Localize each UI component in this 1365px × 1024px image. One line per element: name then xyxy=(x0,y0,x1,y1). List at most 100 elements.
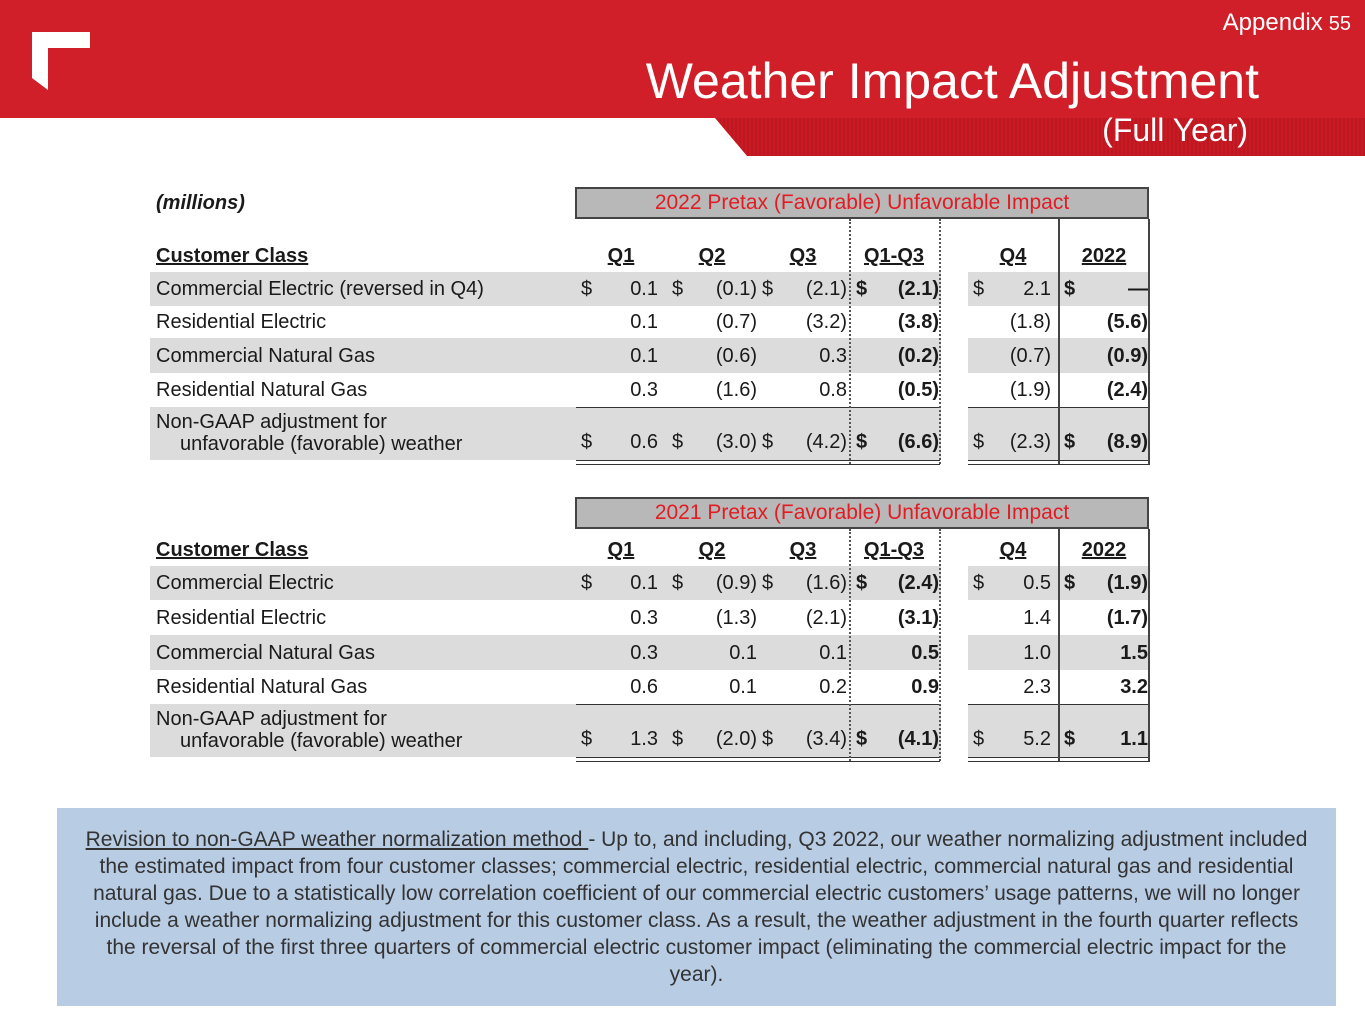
table-cell: 0.1 xyxy=(630,572,658,594)
row-shade xyxy=(150,338,1150,373)
table-cell: (0.7) xyxy=(715,311,757,333)
revision-note-text: Revision to non-GAAP weather normalizati… xyxy=(85,826,1308,988)
column-header: 2022 xyxy=(1081,245,1127,267)
total-double-rule xyxy=(576,460,940,465)
row-gap xyxy=(941,566,968,600)
row-label: Commercial Natural Gas xyxy=(156,642,375,664)
table-cell: 0.6 xyxy=(630,676,658,698)
year-left-divider xyxy=(1058,219,1060,464)
column-header: Q4 xyxy=(999,245,1027,267)
table-cell: 0.5 xyxy=(1023,572,1051,594)
column-header: Q3 xyxy=(789,539,817,561)
currency-sign: $ xyxy=(1064,278,1076,300)
currency-sign: $ xyxy=(762,278,774,300)
header-accent-strip xyxy=(715,118,1365,156)
table-cell: (0.6) xyxy=(715,345,757,367)
total-cell: 0.6 xyxy=(630,431,658,453)
table-cell: 0.3 xyxy=(630,379,658,401)
column-header: Q2 xyxy=(698,539,726,561)
table-cell: (0.9) xyxy=(1106,345,1148,367)
table-cell: (1.8) xyxy=(1009,311,1051,333)
row-shade xyxy=(150,566,1150,600)
total-cell: (3.4) xyxy=(805,728,847,750)
table-cell: (2.1) xyxy=(897,278,939,300)
q1q3-right-divider xyxy=(939,529,941,761)
table-cell: 0.1 xyxy=(729,642,757,664)
total-cell: 1.1 xyxy=(1120,728,1148,750)
table-cell: 2.1 xyxy=(1023,278,1051,300)
table-cell: 1.5 xyxy=(1120,642,1148,664)
table-cell: 0.1 xyxy=(729,676,757,698)
table-cell: (1.6) xyxy=(715,379,757,401)
column-header: Q1-Q3 xyxy=(863,245,925,267)
table-cell: (1.7) xyxy=(1106,607,1148,629)
q1q3-left-divider xyxy=(849,219,851,464)
total-label-line1: Non-GAAP adjustment for xyxy=(156,708,387,730)
table-cell: — xyxy=(1128,278,1148,300)
page-title: Weather Impact Adjustment xyxy=(645,53,1259,109)
table-cell: (5.6) xyxy=(1106,311,1148,333)
table-cell: 2.3 xyxy=(1023,676,1051,698)
table-cell: (0.1) xyxy=(715,278,757,300)
units-label: (millions) xyxy=(156,192,245,214)
table-cell: 0.9 xyxy=(911,676,939,698)
row-label: Commercial Electric (reversed in Q4) xyxy=(156,278,484,300)
table-cell: (1.9) xyxy=(1106,572,1148,594)
year-right-divider xyxy=(1148,529,1150,761)
table-cell: 0.3 xyxy=(630,642,658,664)
column-header: Q1-Q3 xyxy=(863,539,925,561)
page-number: 55 xyxy=(1328,13,1351,35)
total-shade xyxy=(150,704,1150,757)
q1q3-left-divider xyxy=(849,529,851,761)
currency-sign: $ xyxy=(762,431,774,453)
table-cell: (2.4) xyxy=(1106,379,1148,401)
currency-sign: $ xyxy=(856,572,868,594)
table-cell: 0.5 xyxy=(911,642,939,664)
table-cell: 0.2 xyxy=(819,676,847,698)
table-cell: (0.9) xyxy=(715,572,757,594)
currency-sign: $ xyxy=(581,572,593,594)
column-header: Q3 xyxy=(789,245,817,267)
year-right-divider xyxy=(1148,219,1150,464)
column-header: 2022 xyxy=(1081,539,1127,561)
total-cell: (4.2) xyxy=(805,431,847,453)
table-cell: (0.2) xyxy=(897,345,939,367)
total-cell: (2.3) xyxy=(1009,431,1051,453)
table-cell: 0.1 xyxy=(819,642,847,664)
table-heading: 2021 Pretax (Favorable) Unfavorable Impa… xyxy=(575,497,1149,529)
row-gap xyxy=(941,272,968,306)
total-cell: (6.6) xyxy=(897,431,939,453)
column-header: Q1 xyxy=(607,539,635,561)
row-label: Residential Electric xyxy=(156,607,327,629)
table-cell: 3.2 xyxy=(1120,676,1148,698)
table-cell: (3.2) xyxy=(805,311,847,333)
total-top-rule xyxy=(576,407,940,408)
currency-sign: $ xyxy=(581,728,593,750)
column-header: Q1 xyxy=(607,245,635,267)
appendix-label: Appendix 55 xyxy=(1223,9,1351,37)
table-cell: 1.4 xyxy=(1023,607,1051,629)
revision-note-link[interactable]: Revision to non-GAAP weather normalizati… xyxy=(85,828,589,851)
total-gap xyxy=(941,704,968,757)
currency-sign: $ xyxy=(973,572,985,594)
total-cell: (3.0) xyxy=(715,431,757,453)
currency-sign: $ xyxy=(973,278,985,300)
table-cell: (0.7) xyxy=(1009,345,1051,367)
row-label: Commercial Natural Gas xyxy=(156,345,375,367)
currency-sign: $ xyxy=(581,431,593,453)
table-cell: (0.5) xyxy=(897,379,939,401)
table-cell: 0.1 xyxy=(630,278,658,300)
table-cell: (3.1) xyxy=(897,607,939,629)
total-cell: (4.1) xyxy=(897,728,939,750)
currency-sign: $ xyxy=(973,431,985,453)
year-left-divider xyxy=(1058,529,1060,761)
total-double-rule xyxy=(576,757,940,762)
currency-sign: $ xyxy=(856,431,868,453)
table-cell: (1.3) xyxy=(715,607,757,629)
table-cell: (2.1) xyxy=(805,278,847,300)
row-label: Residential Electric xyxy=(156,311,327,333)
currency-sign: $ xyxy=(672,431,684,453)
row-label: Residential Natural Gas xyxy=(156,379,368,401)
column-header-customer-class: Customer Class xyxy=(156,245,309,267)
total-cell: 1.3 xyxy=(630,728,658,750)
